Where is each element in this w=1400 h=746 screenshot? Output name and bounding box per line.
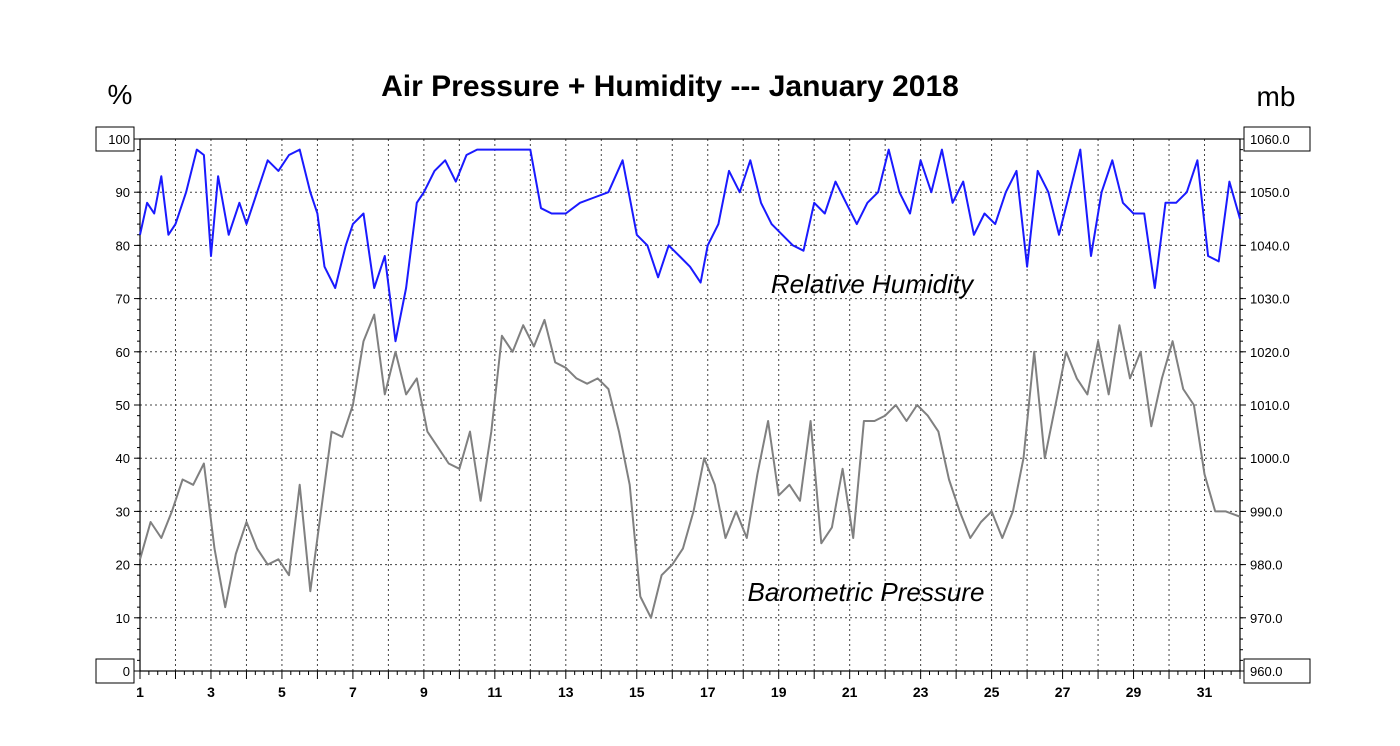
x-tick-label: 11: [487, 684, 502, 700]
left-tick-label: 10: [116, 611, 130, 626]
x-tick-label: 15: [629, 684, 645, 700]
left-tick-label: 80: [116, 238, 130, 253]
left-axis-box: [95, 126, 135, 152]
left-tick-label: 100: [108, 132, 130, 147]
series-layer: [139, 148, 1241, 619]
right-axis-box: [1243, 658, 1311, 684]
right-axis-box: [1243, 126, 1311, 152]
x-tick-label: 13: [558, 684, 574, 700]
humidity-series-label: Relative Humidity: [771, 269, 975, 299]
axes: 0 10 20 30 40 50 60 70 80 90 100 960.0 970.0 980.0 990…: [95, 126, 1311, 700]
right-axis-unit: mb: [1257, 81, 1296, 112]
left-tick-label: 70: [116, 292, 130, 307]
right-tick-label: 1050.0: [1250, 185, 1290, 200]
x-tick-label: 1: [136, 684, 144, 700]
pressure-series-label: Barometric Pressure: [748, 577, 985, 607]
left-tick-label: 50: [116, 398, 130, 413]
x-tick-label: 31: [1197, 684, 1213, 700]
left-tick-label: 40: [116, 451, 130, 466]
x-tick-label: 9: [420, 684, 428, 700]
x-tick-label: 3: [207, 684, 215, 700]
x-tick-label: 23: [913, 684, 929, 700]
right-tick-label: 970.0: [1250, 611, 1283, 626]
right-tick-label: 1030.0: [1250, 292, 1290, 307]
left-axis-unit: %: [108, 79, 133, 110]
left-tick-label: 30: [116, 504, 130, 519]
x-tick-label: 17: [700, 684, 716, 700]
left-tick-label: 0: [123, 664, 130, 679]
x-tick-label: 7: [349, 684, 357, 700]
right-tick-label: 990.0: [1250, 504, 1283, 519]
right-tick-label: 980.0: [1250, 558, 1283, 573]
left-tick-label: 90: [116, 185, 130, 200]
right-tick-label: 1020.0: [1250, 345, 1290, 360]
x-tick-label: 19: [771, 684, 787, 700]
x-tick-label: 27: [1055, 684, 1071, 700]
chart-title: Air Pressure + Humidity --- January 2018: [381, 70, 959, 103]
x-tick-label: 21: [842, 684, 858, 700]
right-tick-label: 1010.0: [1250, 398, 1290, 413]
humidity-line: [139, 148, 1241, 343]
x-tick-label: 5: [278, 684, 286, 700]
grid-lines: [140, 139, 1240, 671]
left-tick-label: 60: [116, 345, 130, 360]
right-tick-label: 1060.0: [1250, 132, 1290, 147]
right-tick-label: 1000.0: [1250, 451, 1290, 466]
x-tick-label: 25: [984, 684, 1000, 700]
right-tick-label: 1040.0: [1250, 238, 1290, 253]
right-tick-label: 960.0: [1250, 664, 1283, 679]
x-tick-label: 29: [1126, 684, 1142, 700]
left-axis-box: [95, 658, 135, 684]
left-tick-label: 20: [116, 558, 130, 573]
pressure-line: [139, 313, 1241, 619]
